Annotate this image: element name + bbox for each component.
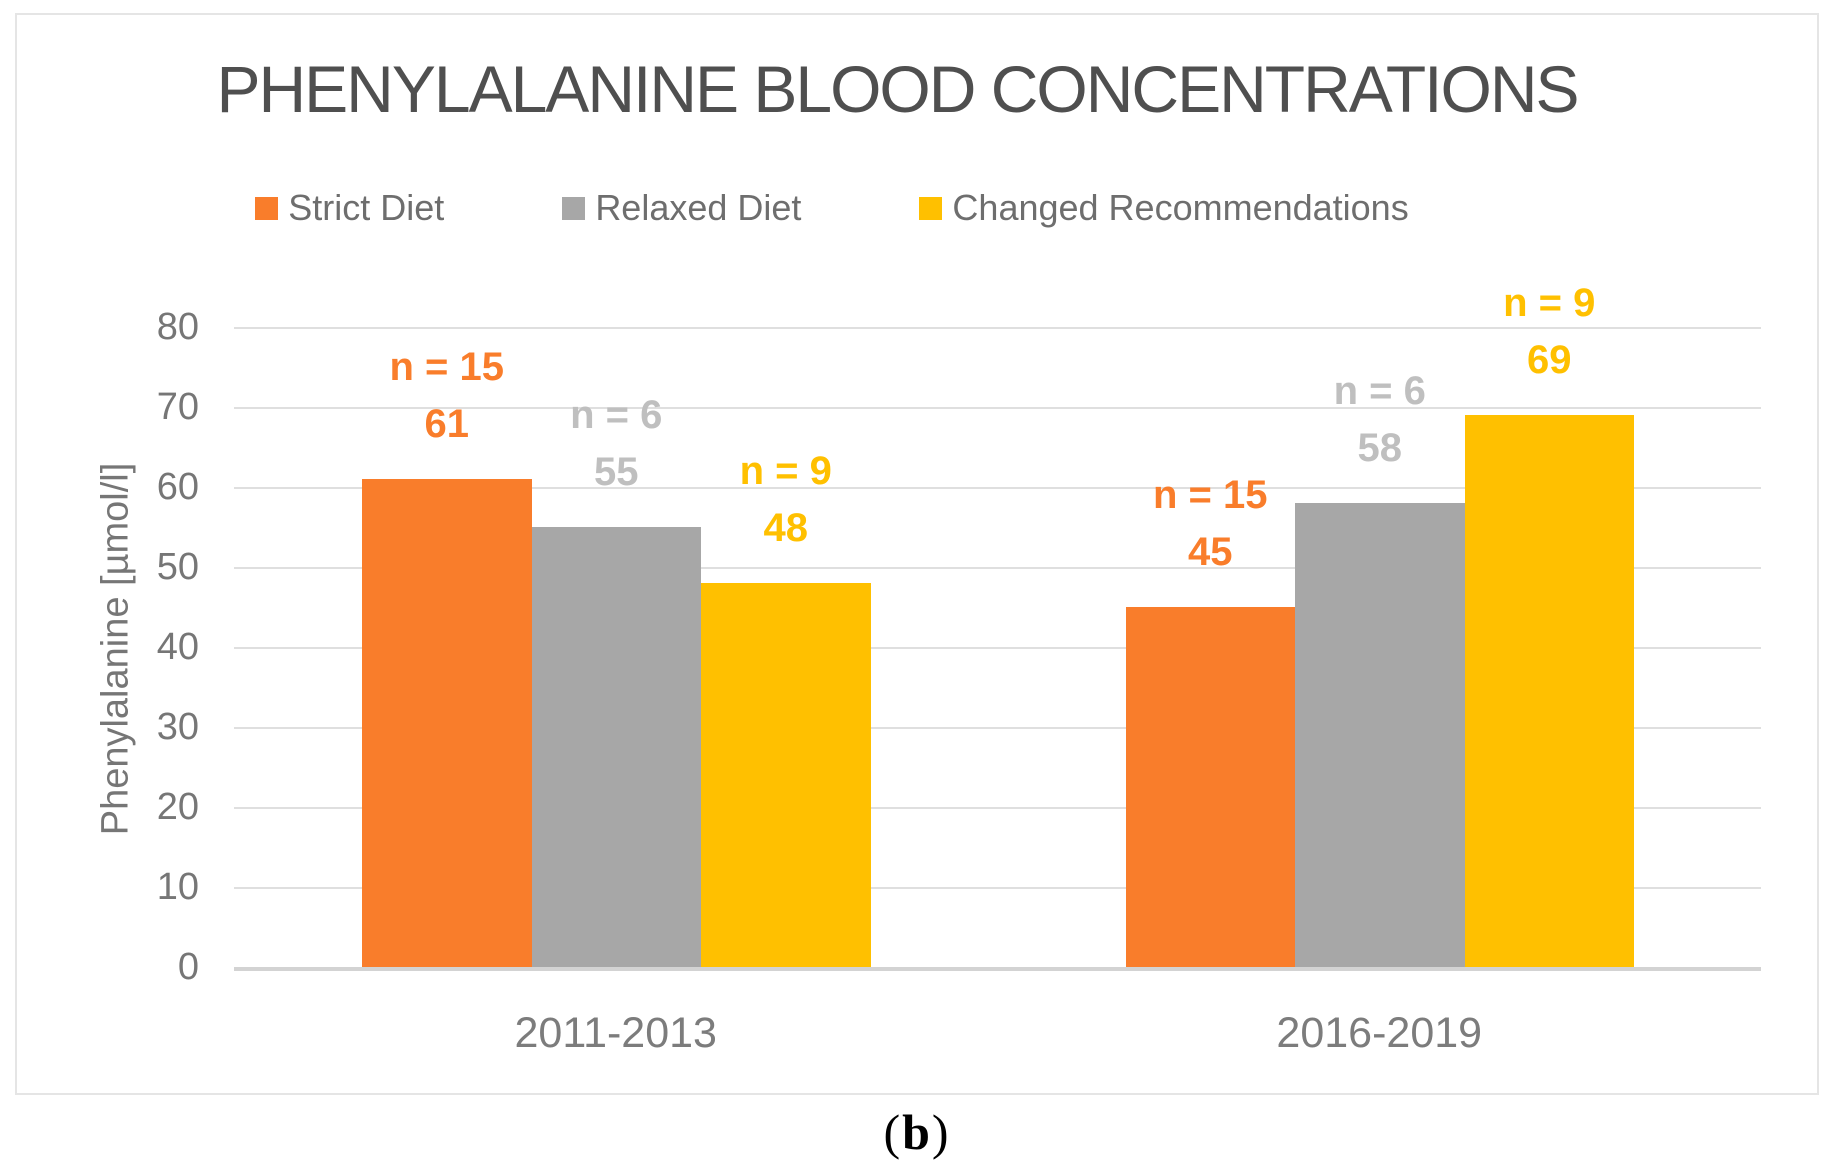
legend-item-strict-diet: Strict Diet xyxy=(255,187,444,229)
y-axis-tick-label-30: 30 xyxy=(156,706,199,748)
y-axis-tick-label-80: 80 xyxy=(156,306,199,348)
caption-letter: b xyxy=(902,1104,932,1160)
value-label: 69 xyxy=(1527,338,1572,382)
chart-figure: PHENYLALANINE BLOOD CONCENTRATIONS Stric… xyxy=(15,13,1819,1095)
bar-strict-diet-2016-2019 xyxy=(1125,607,1295,967)
n-count-label: n = 15 xyxy=(389,345,504,389)
bar-changed-recommendations-2016-2019 xyxy=(1464,415,1634,967)
bar-label-strict-diet-2016-2019: n = 15 45 xyxy=(1050,467,1370,581)
bar-label-changed-recommendations-2016-2019: n = 9 69 xyxy=(1389,275,1709,389)
bar-relaxed-diet-2011-2013 xyxy=(531,527,701,967)
gridline-80 xyxy=(234,327,1761,329)
n-count-label: n = 15 xyxy=(1152,473,1268,517)
y-axis-tick-label-40: 40 xyxy=(156,626,199,668)
gridline-60 xyxy=(234,487,1761,489)
value-label: 61 xyxy=(424,402,470,446)
x-axis-line xyxy=(234,967,1761,971)
value-label: 45 xyxy=(1188,530,1233,574)
value-label: 48 xyxy=(763,506,809,550)
figure-caption: (b) xyxy=(0,1103,1834,1161)
y-axis-tick-label-50: 50 xyxy=(156,546,199,588)
bar-label-relaxed-diet-2011-2013: n = 6 55 xyxy=(456,387,776,501)
y-axis-tick-label-0: 0 xyxy=(177,946,199,988)
gridline-20 xyxy=(234,807,1761,809)
legend-label: Relaxed Diet xyxy=(595,187,802,228)
value-label: 55 xyxy=(594,450,639,494)
legend-swatch-icon xyxy=(562,196,586,220)
caption-paren-open: ( xyxy=(883,1104,903,1160)
y-axis-tick-label-20: 20 xyxy=(156,786,199,828)
bar-label-relaxed-diet-2016-2019: n = 6 58 xyxy=(1220,363,1540,477)
chart-title: PHENYLALANINE BLOOD CONCENTRATIONS xyxy=(216,52,1579,126)
legend-swatch-icon xyxy=(919,196,943,220)
x-axis-category-label-2011-2013: 2011-2013 xyxy=(514,1009,717,1057)
n-count-label: n = 6 xyxy=(570,393,663,437)
legend-label: Strict Diet xyxy=(288,187,445,228)
chart-legend: Strict Diet Relaxed Diet Changed Recommend… xyxy=(0,187,1732,229)
value-label: 58 xyxy=(1357,426,1403,470)
legend-label: Changed Recommendations xyxy=(952,187,1409,228)
x-axis-category-label-2016-2019: 2016-2019 xyxy=(1276,1009,1483,1057)
bar-strict-diet-2011-2013 xyxy=(362,479,532,967)
legend-item-changed-recommendations: Changed Recommendations xyxy=(919,187,1409,229)
bar-relaxed-diet-2016-2019 xyxy=(1295,503,1465,967)
plot-area: Phenylalanine [µmol/l] 0 10 20 30 40 50 60 70 80… xyxy=(95,281,1761,1057)
gridline-40 xyxy=(234,647,1761,649)
gridline-50 xyxy=(234,567,1761,569)
legend-swatch-icon xyxy=(255,196,279,220)
n-count-label: n = 9 xyxy=(739,449,832,493)
gridline-10 xyxy=(234,887,1761,889)
gridline-70 xyxy=(234,407,1761,409)
y-axis-tick-label-60: 60 xyxy=(156,466,199,508)
n-count-label: n = 9 xyxy=(1503,281,1596,325)
gridline-30 xyxy=(234,727,1761,729)
caption-paren-close: ) xyxy=(931,1104,951,1160)
bar-label-changed-recommendations-2011-2013: n = 9 48 xyxy=(626,443,946,557)
y-axis-tick-label-70: 70 xyxy=(156,386,199,428)
bar-changed-recommendations-2011-2013 xyxy=(701,583,871,967)
legend-item-relaxed-diet: Relaxed Diet xyxy=(562,187,801,229)
n-count-label: n = 6 xyxy=(1333,369,1426,413)
bar-label-strict-diet-2011-2013: n = 15 61 xyxy=(287,339,607,453)
y-axis-tick-label-10: 10 xyxy=(156,866,199,908)
